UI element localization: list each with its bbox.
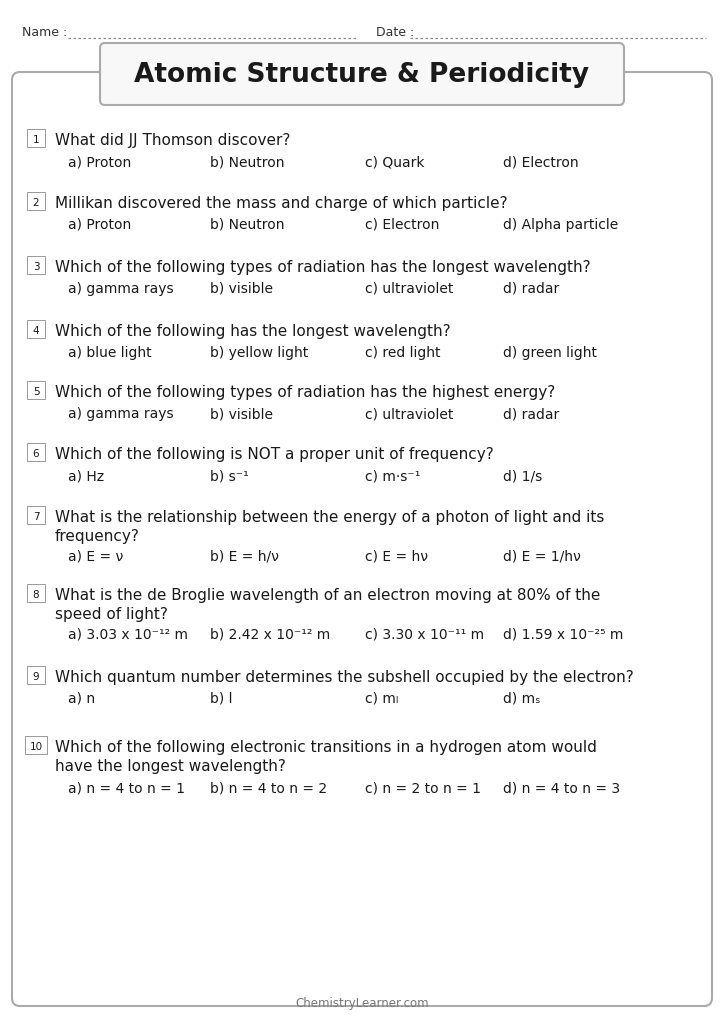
FancyBboxPatch shape [27,129,45,147]
Text: frequency?: frequency? [55,529,140,544]
FancyBboxPatch shape [27,584,45,602]
Text: b) visible: b) visible [210,407,273,421]
Text: c) ultraviolet: c) ultraviolet [365,282,453,296]
Text: a) n: a) n [68,692,95,706]
Text: d) Alpha particle: d) Alpha particle [503,218,618,232]
Text: 9: 9 [33,672,39,682]
Text: a) E = ν: a) E = ν [68,550,123,564]
Text: d) radar: d) radar [503,407,559,421]
Text: c) Electron: c) Electron [365,218,439,232]
Text: 4: 4 [33,326,39,336]
Text: a) blue light: a) blue light [68,346,151,360]
Text: d) 1.59 x 10⁻²⁵ m: d) 1.59 x 10⁻²⁵ m [503,628,623,642]
Text: have the longest wavelength?: have the longest wavelength? [55,759,286,774]
Text: What is the de Broglie wavelength of an electron moving at 80% of the: What is the de Broglie wavelength of an … [55,588,600,603]
FancyBboxPatch shape [100,43,624,105]
Text: 7: 7 [33,512,39,522]
FancyBboxPatch shape [27,506,45,524]
FancyBboxPatch shape [27,666,45,684]
Text: 3: 3 [33,262,39,272]
Text: 10: 10 [30,742,43,752]
FancyBboxPatch shape [27,256,45,274]
Text: Which of the following has the longest wavelength?: Which of the following has the longest w… [55,324,450,339]
FancyBboxPatch shape [27,443,45,461]
Text: b) yellow light: b) yellow light [210,346,308,360]
Text: c) red light: c) red light [365,346,440,360]
Text: a) Proton: a) Proton [68,218,131,232]
Text: c) ultraviolet: c) ultraviolet [365,407,453,421]
Text: c) E = hν: c) E = hν [365,550,428,564]
Text: Which quantum number determines the subshell occupied by the electron?: Which quantum number determines the subs… [55,670,634,685]
Text: d) Electron: d) Electron [503,155,578,169]
Text: Which of the following electronic transitions in a hydrogen atom would: Which of the following electronic transi… [55,740,597,755]
Text: b) 2.42 x 10⁻¹² m: b) 2.42 x 10⁻¹² m [210,628,330,642]
Text: b) E = h/ν: b) E = h/ν [210,550,279,564]
Text: 2: 2 [33,198,39,208]
Text: a) Proton: a) Proton [68,155,131,169]
Text: b) Neutron: b) Neutron [210,218,285,232]
Text: c) m·s⁻¹: c) m·s⁻¹ [365,469,421,483]
Text: What is the relationship between the energy of a photon of light and its: What is the relationship between the ene… [55,510,605,525]
Text: a) n = 4 to n = 1: a) n = 4 to n = 1 [68,782,185,796]
Text: a) gamma rays: a) gamma rays [68,407,174,421]
Text: speed of light?: speed of light? [55,607,168,622]
Text: Which of the following is NOT a proper unit of frequency?: Which of the following is NOT a proper u… [55,447,494,462]
Text: b) visible: b) visible [210,282,273,296]
Text: Millikan discovered the mass and charge of which particle?: Millikan discovered the mass and charge … [55,196,508,211]
Text: d) mₛ: d) mₛ [503,692,540,706]
Text: 6: 6 [33,449,39,459]
FancyBboxPatch shape [27,381,45,399]
Text: a) gamma rays: a) gamma rays [68,282,174,296]
Text: b) l: b) l [210,692,232,706]
Text: d) 1/s: d) 1/s [503,469,542,483]
Text: 5: 5 [33,387,39,397]
Text: d) E = 1/hν: d) E = 1/hν [503,550,581,564]
Text: Date :: Date : [376,26,414,39]
Text: c) Quark: c) Quark [365,155,424,169]
Text: a) 3.03 x 10⁻¹² m: a) 3.03 x 10⁻¹² m [68,628,188,642]
Text: ChemistryLearner.com: ChemistryLearner.com [295,996,429,1010]
Text: c) n = 2 to n = 1: c) n = 2 to n = 1 [365,782,481,796]
Text: d) n = 4 to n = 3: d) n = 4 to n = 3 [503,782,620,796]
Text: Name :: Name : [22,26,67,39]
FancyBboxPatch shape [12,72,712,1006]
Text: d) radar: d) radar [503,282,559,296]
FancyBboxPatch shape [27,319,45,338]
Text: What did JJ Thomson discover?: What did JJ Thomson discover? [55,133,290,148]
Text: d) green light: d) green light [503,346,597,360]
Text: 8: 8 [33,590,39,600]
Text: b) Neutron: b) Neutron [210,155,285,169]
Text: Which of the following types of radiation has the highest energy?: Which of the following types of radiatio… [55,385,555,400]
Text: c) mₗ: c) mₗ [365,692,398,706]
FancyBboxPatch shape [27,193,45,210]
Text: b) s⁻¹: b) s⁻¹ [210,469,249,483]
Text: Which of the following types of radiation has the longest wavelength?: Which of the following types of radiatio… [55,260,591,275]
Text: a) Hz: a) Hz [68,469,104,483]
Text: b) n = 4 to n = 2: b) n = 4 to n = 2 [210,782,327,796]
Text: Atomic Structure & Periodicity: Atomic Structure & Periodicity [135,62,589,88]
Text: c) 3.30 x 10⁻¹¹ m: c) 3.30 x 10⁻¹¹ m [365,628,484,642]
FancyBboxPatch shape [25,736,47,754]
Text: 1: 1 [33,135,39,145]
